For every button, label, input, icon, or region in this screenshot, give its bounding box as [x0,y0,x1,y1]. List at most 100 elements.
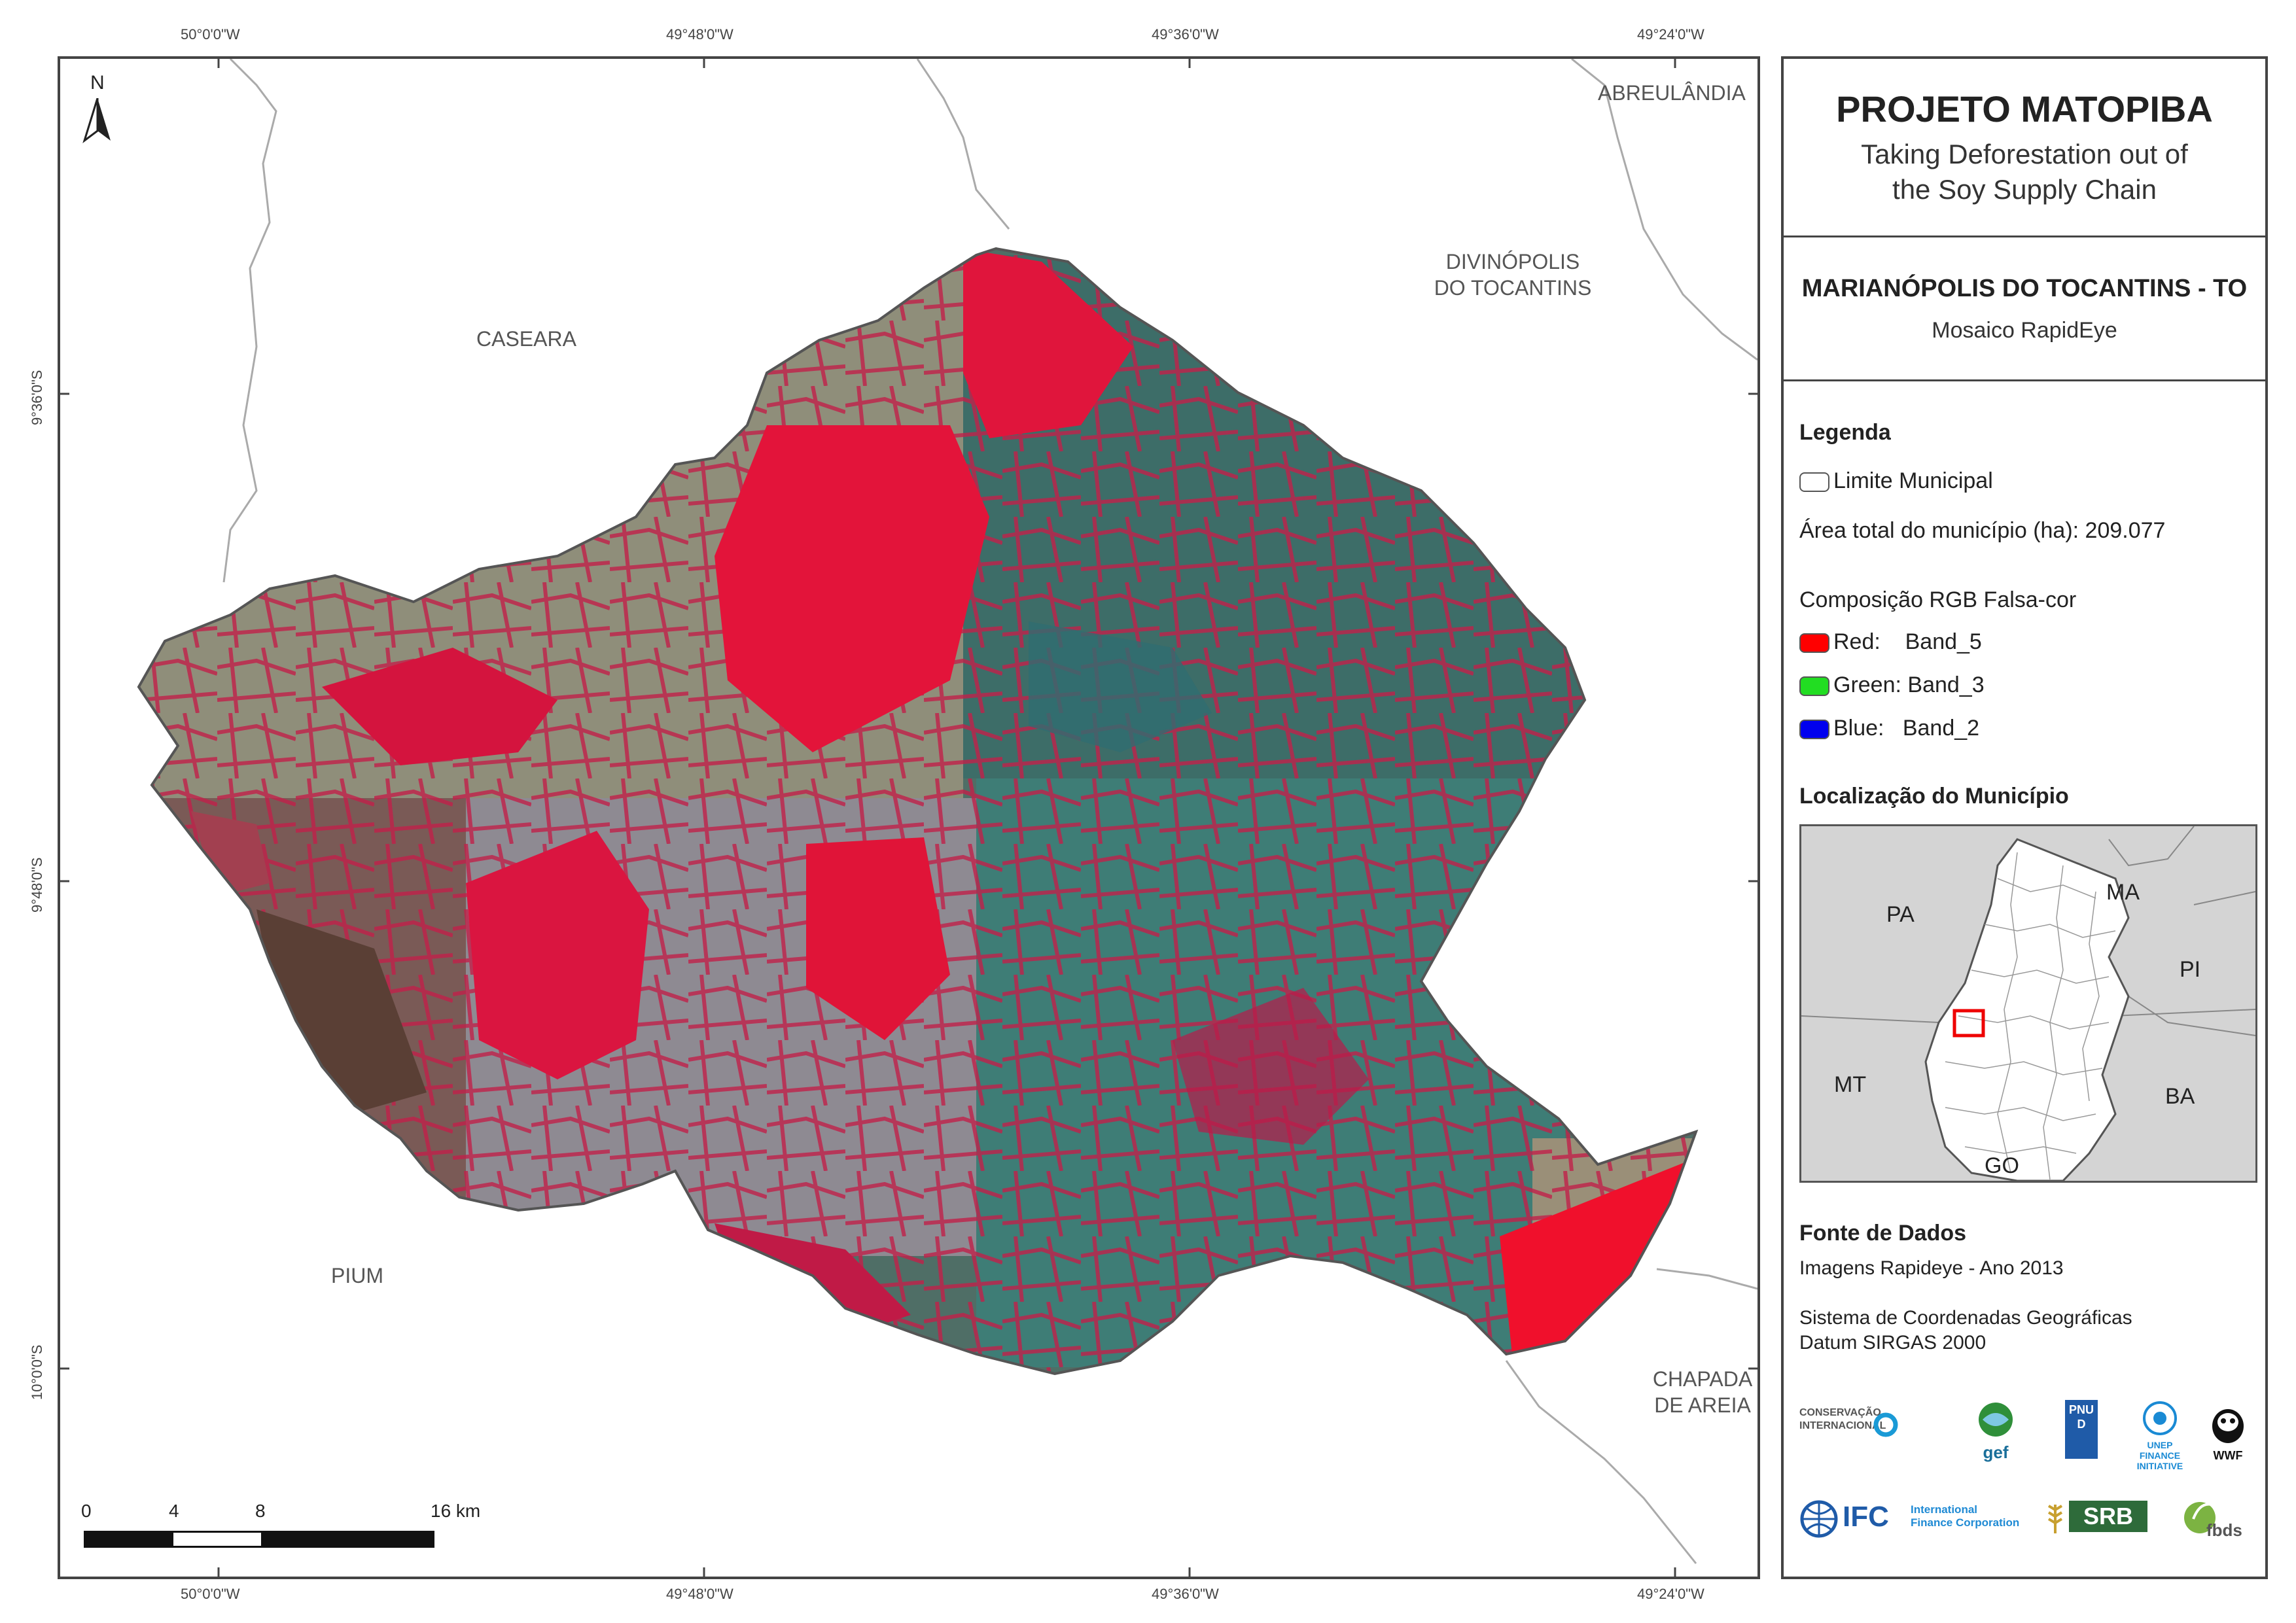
ci-logo-text: CONSERVAÇÃO INTERNACIONAL [1799,1407,1886,1431]
ifc-logo: IFC International Finance Corporation [1799,1497,2022,1543]
source-datum: Datum SIRGAS 2000 [1799,1332,1987,1353]
band-blue-label: Blue: Band_2 [1833,716,1980,741]
fbds-logo-text: fbds [2206,1520,2242,1540]
ci-logo-icon [1873,1412,1898,1437]
band-green-label: Green: Band_3 [1833,672,1985,697]
scale-seg-1 [86,1533,173,1546]
town-divinopolis: DIVINÓPOLIS DO TOCANTINS [1421,249,1604,301]
neighbor-boundary-divinopolis [916,59,1010,230]
inset-label-mt: MT [1834,1072,1867,1097]
separator-1 [1784,236,2265,237]
info-panel: PROJETO MATOPIBA Taking Deforestation ou… [1781,56,2268,1579]
coord-bottom-1: 50°0'0"W [181,1586,240,1602]
legend-band-red: Red: Band_5 [1799,629,1982,655]
project-title: PROJETO MATOPIBA [1836,88,2213,130]
source-images: Imagens Rapideye - Ano 2013 [1799,1257,2064,1279]
scale-label-0: 0 [81,1501,92,1521]
legend-limite: Limite Municipal [1799,468,1993,494]
unep-logo-text: UNEP FINANCE INITIATIVE [2136,1440,2183,1471]
inset-label-ma: MA [2106,880,2140,905]
separator-2 [1784,379,2265,381]
blue-swatch [1799,720,1829,740]
scale-bar-track [84,1531,434,1548]
town-abreulandia: ABREULÂNDIA [1598,81,1746,105]
band-red-label: Red: Band_5 [1833,629,1982,654]
coord-top-2: 49°48'0"W [666,26,733,43]
ifc-logo-subtext: International Finance Corporation [1911,1503,2020,1529]
ifc-globe-icon [1800,1500,1838,1538]
red-swatch [1799,633,1829,654]
ci-logo: CONSERVAÇÃO INTERNACIONAL [1799,1406,1904,1459]
fbds-leaf-icon [2184,1502,2216,1533]
limite-swatch [1799,472,1829,493]
pnud-logo: PNUD [2065,1400,2098,1459]
location-inset-map[interactable]: PA MA PI MT BA GO [1799,824,2257,1183]
sources-title: Fonte de Dados [1799,1221,1967,1246]
scale-label-16: 16 km [431,1501,481,1521]
coord-left-2: 9°48'0"S [29,857,45,913]
coord-bottom-3: 49°36'0"W [1152,1586,1219,1602]
inset-label-pi: PI [2180,957,2201,982]
legend-title: Legenda [1799,420,1891,445]
scale-label-4: 4 [169,1501,179,1521]
legend-band-blue: Blue: Band_2 [1799,716,1979,741]
gef-logo-icon [1979,1403,2013,1437]
legend-composicao: Composição RGB Falsa-cor [1799,587,2077,612]
inset-label-ba: BA [2165,1084,2195,1109]
mosaic-label: Mosaico RapidEye [1932,318,2117,343]
srb-logo: SRB [2045,1498,2150,1537]
municipality-title: MARIANÓPOLIS DO TOCANTINS - TO [1801,275,2248,302]
fbds-logo: fbds [2180,1495,2252,1548]
inset-label-pa: PA [1886,902,1915,927]
green-swatch [1799,676,1829,697]
gef-logo: gef [1969,1400,2022,1462]
coord-top-4: 49°24'0"W [1637,26,1704,43]
legend-area: Área total do município (ha): 209.077 [1799,518,2166,543]
north-arrow: N [77,72,116,144]
panda-icon [2212,1409,2244,1443]
coord-bottom-2: 49°48'0"W [666,1586,733,1602]
legend-limite-label: Limite Municipal [1833,468,1993,493]
unep-logo: UNEP FINANCE INITIATIVE [2130,1400,2189,1471]
coord-bottom-4: 49°24'0"W [1637,1586,1704,1602]
source-coordinates: Sistema de Coordenadas Geográficas [1799,1307,2132,1329]
neighbor-boundary-caseara [222,59,277,583]
town-divinopolis-line2: DO TOCANTINS [1434,276,1592,300]
scale-label-8: 8 [255,1501,266,1521]
town-chapada-de-areia: CHAPADA DE AREIA [1644,1366,1757,1418]
town-caseara: CASEARA [476,327,576,351]
coord-top-1: 50°0'0"W [181,26,240,43]
project-subtitle-2: the Soy Supply Chain [1892,174,2157,205]
srb-logo-text: SRB [2069,1501,2147,1532]
neighbor-boundary-east [1656,1268,1757,1290]
coord-left-3: 10°0'0"S [29,1344,45,1400]
scale-bar: 0 4 8 16 km [77,1501,483,1553]
gef-logo-text: gef [1983,1442,2009,1462]
scale-seg-2 [173,1533,261,1546]
town-chapada-line1: CHAPADA [1652,1367,1753,1391]
map-frame[interactable]: N CASEARA ABREULÂNDIA DIVINÓPOLIS DO TOC… [58,56,1760,1579]
north-arrow-icon [82,98,111,143]
project-subtitle-1: Taking Deforestation out of [1861,139,2188,169]
inset-label-go: GO [1985,1153,2019,1178]
legend-band-green: Green: Band_3 [1799,672,1985,698]
neighbor-boundary-chapada [1505,1360,1697,1564]
town-divinopolis-line1: DIVINÓPOLIS [1445,250,1580,273]
neighbor-boundary-abreulandia [1571,59,1757,361]
town-chapada-line2: DE AREIA [1654,1393,1751,1417]
map-canvas [60,59,1757,1577]
scale-seg-3 [261,1533,433,1546]
wwf-logo: WWF [2205,1403,2251,1462]
coord-left-1: 9°36'0"S [29,370,45,425]
wheat-icon [2047,1505,2063,1533]
unep-logo-icon [2143,1401,2177,1435]
coord-top-3: 49°36'0"W [1152,26,1219,43]
wwf-logo-text: WWF [2213,1449,2243,1462]
inset-map-canvas [1801,826,2255,1181]
north-label: N [90,72,105,94]
ifc-logo-text: IFC [1843,1501,1889,1533]
municipal-boundary [137,247,1699,1376]
pnud-logo-text: PNUD [2068,1403,2094,1431]
location-title: Localização do Município [1799,784,2069,809]
location-marker [1952,1009,1985,1038]
